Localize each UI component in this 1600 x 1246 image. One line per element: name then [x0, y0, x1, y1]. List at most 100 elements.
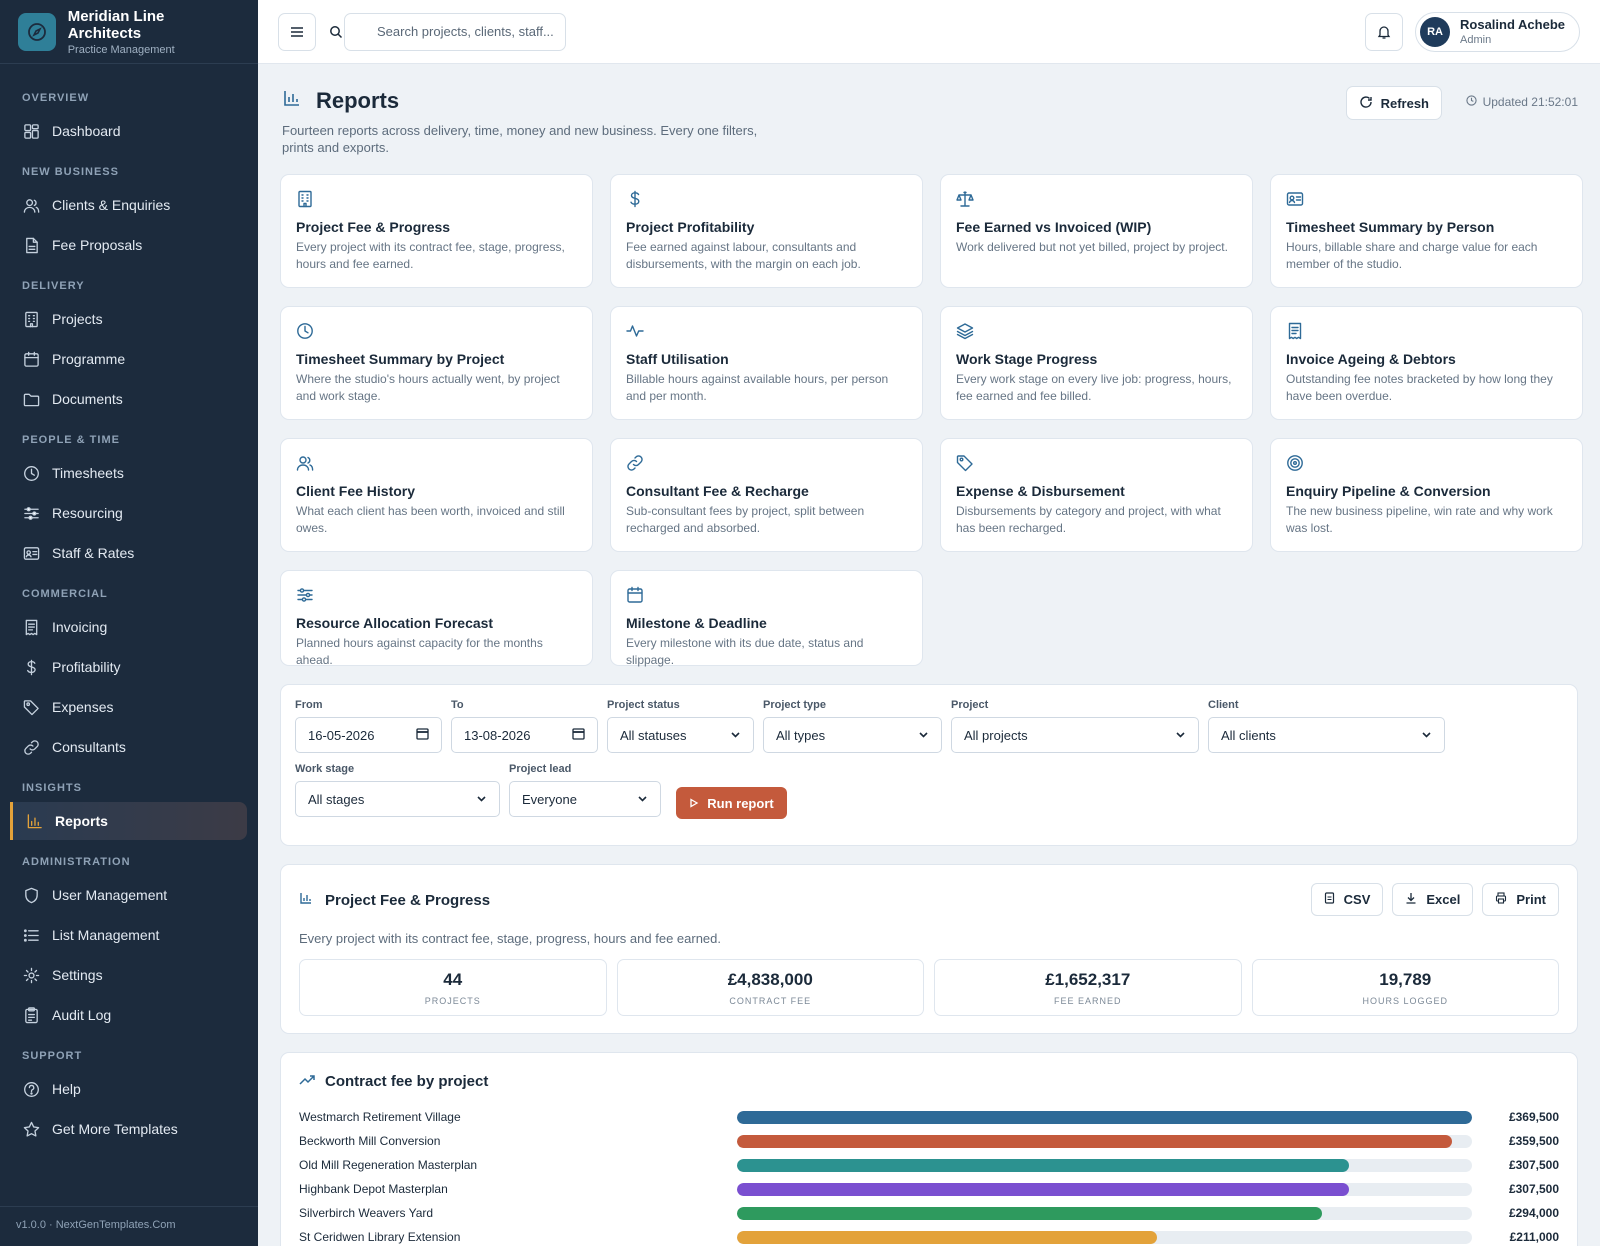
refresh-button[interactable]: Refresh: [1345, 86, 1442, 120]
brand-name: Meridian Line Architects: [67, 7, 165, 42]
shield-icon: [22, 886, 40, 904]
report-card-description: Sub-consultant fees by project, split be…: [626, 504, 865, 535]
trend-up-icon: [299, 1073, 315, 1090]
sidebar-item-label: Profitability: [52, 659, 121, 675]
lead-label: Project lead: [509, 763, 572, 775]
report-card[interactable]: Timesheet Summary by Project Where the st…: [280, 306, 593, 420]
sidebar-item-expenses[interactable]: Expenses: [0, 688, 247, 726]
report-card-description: Every project with its contract fee, sta…: [296, 240, 565, 271]
sidebar-item-dashboard[interactable]: Dashboard: [0, 112, 247, 150]
type-label: Project type: [763, 699, 826, 711]
sidebar-item-staff-rates[interactable]: Staff & Rates: [0, 534, 247, 572]
report-card-description: Fee earned against labour, consultants a…: [626, 240, 861, 271]
sidebar-item-list-management[interactable]: List Management: [0, 916, 247, 954]
calendar-icon: [416, 727, 429, 743]
report-card[interactable]: Invoice Ageing & Debtors Outstanding fee …: [1270, 306, 1583, 420]
sidebar-item-clients-enquiries[interactable]: Clients & Enquiries: [0, 186, 247, 224]
project-select[interactable]: All projects: [951, 717, 1199, 753]
sidebar-item-reports[interactable]: Reports: [10, 802, 247, 840]
report-card-description: What each client has been worth, invoice…: [296, 504, 565, 535]
sidebar-item-settings[interactable]: Settings: [0, 956, 247, 994]
sidebar-item-get-more-templates[interactable]: Get More Templates: [0, 1110, 247, 1148]
sidebar-item-label: Consultants: [52, 739, 126, 755]
report-card[interactable]: Expense & Disbursement Disbursements by c…: [940, 438, 1253, 552]
run-report-button[interactable]: Run report: [676, 787, 787, 819]
from-date-input[interactable]: 16-05-2026: [295, 717, 442, 753]
sidebar-item-invoicing[interactable]: Invoicing: [0, 608, 247, 646]
report-card[interactable]: Fee Earned vs Invoiced (WIP) Work deliver…: [940, 174, 1253, 288]
menu-toggle-button[interactable]: [278, 12, 316, 51]
status-select[interactable]: All statuses: [607, 717, 754, 753]
export-buttons: CSV Excel Print: [1310, 883, 1559, 916]
excel-button[interactable]: Excel: [1392, 883, 1474, 916]
status-value: All statuses: [620, 727, 687, 743]
notifications-button[interactable]: [1365, 12, 1404, 51]
clipboard-icon: [22, 1006, 40, 1024]
sidebar-item-programme[interactable]: Programme: [0, 340, 247, 378]
report-card[interactable]: Project Fee & Progress Every project with…: [280, 174, 593, 288]
sidebar-item-fee-proposals[interactable]: Fee Proposals: [0, 226, 247, 264]
clock-icon: [296, 321, 577, 341]
bar: [737, 1134, 1453, 1148]
stat-label: HOURS LOGGED: [1362, 996, 1448, 1006]
bar-chart-icon: [299, 891, 313, 909]
sidebar-item-audit-log[interactable]: Audit Log: [0, 996, 247, 1034]
report-card[interactable]: Client Fee History What each client has b…: [280, 438, 593, 552]
report-card[interactable]: Project Profitability Fee earned against …: [610, 174, 923, 288]
report-card[interactable]: Consultant Fee & Recharge Sub-consultant …: [610, 438, 923, 552]
stage-select[interactable]: All stages: [295, 781, 500, 817]
report-card[interactable]: Work Stage Progress Every work stage on e…: [940, 306, 1253, 420]
bell-icon: [1377, 25, 1391, 39]
report-card-title: Fee Earned vs Invoiced (WIP): [956, 219, 1152, 235]
main-content: Reports Fourteen reports across delivery…: [258, 64, 1600, 1246]
user-name: Rosalind Achebe: [1460, 17, 1565, 32]
brand[interactable]: Meridian Line Architects Practice Manage…: [0, 0, 258, 64]
brand-subtitle: Practice Management: [67, 43, 175, 56]
updated-text: Updated 21:52:01: [1482, 95, 1578, 109]
client-select[interactable]: All clients: [1208, 717, 1445, 753]
report-card[interactable]: Staff Utilisation Billable hours against …: [610, 306, 923, 420]
sidebar-item-label: Get More Templates: [52, 1121, 178, 1137]
nav-section-title: NEW BUSINESS: [22, 166, 119, 178]
type-select[interactable]: All types: [763, 717, 942, 753]
sidebar-item-label: Reports: [55, 813, 108, 829]
activity-icon: [626, 321, 907, 341]
sidebar-item-consultants[interactable]: Consultants: [0, 728, 247, 766]
search-input[interactable]: [345, 24, 565, 39]
report-card[interactable]: Timesheet Summary by Person Hours, billab…: [1270, 174, 1583, 288]
csv-button[interactable]: CSV: [1310, 883, 1384, 916]
bar-track: [737, 1158, 1472, 1172]
user-menu[interactable]: RA Rosalind Achebe Admin: [1415, 11, 1580, 52]
from-label: From: [295, 699, 323, 711]
report-card[interactable]: Resource Allocation Forecast Planned hour…: [280, 570, 593, 667]
sidebar-item-label: Projects: [52, 311, 103, 327]
bar: [737, 1182, 1349, 1196]
sidebar-item-label: Documents: [52, 391, 123, 407]
bar-value-label: £307,500: [1508, 1182, 1559, 1196]
sidebar-item-projects[interactable]: Projects: [0, 300, 247, 338]
nav-section-title: OVERVIEW: [22, 92, 90, 104]
topbar: RA Rosalind Achebe Admin: [258, 0, 1600, 64]
sidebar-item-documents[interactable]: Documents: [0, 380, 247, 418]
sliders-icon: [22, 504, 40, 522]
contract-fee-chart: Contract fee by project Westmarch Retire…: [280, 1052, 1578, 1246]
sidebar-item-timesheets[interactable]: Timesheets: [0, 454, 247, 492]
lead-select[interactable]: Everyone: [509, 781, 661, 817]
users-icon: [22, 196, 40, 214]
sidebar-item-help[interactable]: Help: [0, 1070, 247, 1108]
sidebar-item-profitability[interactable]: Profitability: [0, 648, 247, 686]
report-card-description: Every milestone with its due date, statu…: [626, 636, 864, 667]
download-icon: [1405, 892, 1417, 907]
project-field: Project All projects: [951, 699, 1199, 753]
chart-title-text: Contract fee by project: [325, 1073, 489, 1090]
sidebar-item-user-management[interactable]: User Management: [0, 876, 247, 914]
to-date-input[interactable]: 13-08-2026: [451, 717, 598, 753]
sidebar-item-resourcing[interactable]: Resourcing: [0, 494, 247, 532]
report-card[interactable]: Enquiry Pipeline & Conversion The new bus…: [1270, 438, 1583, 552]
search-box[interactable]: [330, 12, 566, 51]
print-button[interactable]: Print: [1482, 883, 1559, 916]
stage-field: Work stage All stages: [295, 763, 500, 817]
report-card[interactable]: Milestone & Deadline Every milestone with…: [610, 570, 923, 667]
search-icon: [329, 25, 343, 42]
chevron-down-icon: [637, 792, 648, 807]
